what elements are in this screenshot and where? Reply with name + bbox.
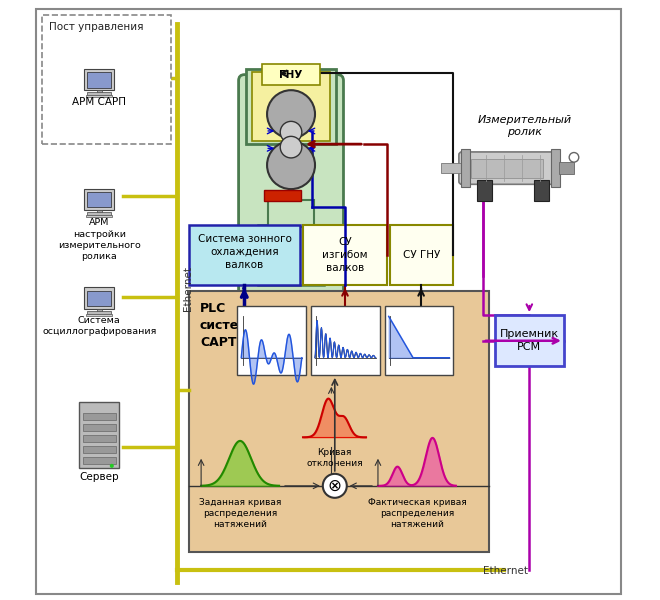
Text: СУ ГНУ: СУ ГНУ xyxy=(403,250,440,260)
FancyBboxPatch shape xyxy=(268,200,314,227)
FancyBboxPatch shape xyxy=(86,215,112,217)
FancyBboxPatch shape xyxy=(96,308,102,311)
FancyBboxPatch shape xyxy=(471,158,543,178)
FancyBboxPatch shape xyxy=(42,15,171,144)
FancyBboxPatch shape xyxy=(87,212,111,215)
FancyBboxPatch shape xyxy=(84,68,114,90)
Circle shape xyxy=(323,474,346,498)
Text: Сервер: Сервер xyxy=(79,472,119,482)
FancyBboxPatch shape xyxy=(84,188,114,210)
Text: Измерительный
ролик: Измерительный ролик xyxy=(478,115,572,137)
FancyBboxPatch shape xyxy=(534,180,549,201)
Text: Фактическая кривая
распределения
натяжений: Фактическая кривая распределения натяжен… xyxy=(368,498,467,529)
FancyBboxPatch shape xyxy=(189,291,489,552)
Text: Кривая
отклонения: Кривая отклонения xyxy=(306,448,363,468)
FancyBboxPatch shape xyxy=(264,190,301,201)
Circle shape xyxy=(267,141,315,189)
FancyBboxPatch shape xyxy=(83,457,115,464)
FancyBboxPatch shape xyxy=(83,435,115,442)
FancyBboxPatch shape xyxy=(258,225,324,285)
FancyBboxPatch shape xyxy=(495,315,564,366)
FancyBboxPatch shape xyxy=(461,149,471,187)
Circle shape xyxy=(267,90,315,138)
FancyBboxPatch shape xyxy=(96,90,102,93)
FancyBboxPatch shape xyxy=(83,446,115,453)
Text: Система
осциллографирования: Система осциллографирования xyxy=(42,316,156,336)
Text: ГНУ: ГНУ xyxy=(279,70,303,80)
FancyBboxPatch shape xyxy=(559,162,574,174)
FancyBboxPatch shape xyxy=(87,291,111,307)
Text: Ethernet: Ethernet xyxy=(183,266,193,311)
FancyBboxPatch shape xyxy=(441,163,464,173)
Text: Приемник
РСМ: Приемник РСМ xyxy=(500,329,559,352)
Text: Заданная кривая
распределения
натяжений: Заданная кривая распределения натяжений xyxy=(199,498,281,529)
FancyBboxPatch shape xyxy=(189,225,300,285)
FancyBboxPatch shape xyxy=(238,74,343,296)
Text: СУ
изгибом
валков: СУ изгибом валков xyxy=(322,237,368,273)
FancyBboxPatch shape xyxy=(87,311,111,314)
Circle shape xyxy=(110,464,114,468)
Text: АРМ САРП: АРМ САРП xyxy=(72,97,126,107)
FancyBboxPatch shape xyxy=(87,92,111,95)
FancyBboxPatch shape xyxy=(83,413,115,420)
Text: Ethernet: Ethernet xyxy=(483,566,528,576)
FancyBboxPatch shape xyxy=(246,69,336,144)
FancyBboxPatch shape xyxy=(303,225,387,285)
Text: ⊗: ⊗ xyxy=(328,477,342,495)
FancyBboxPatch shape xyxy=(87,192,111,208)
Circle shape xyxy=(280,136,302,158)
FancyBboxPatch shape xyxy=(96,209,102,212)
FancyBboxPatch shape xyxy=(86,314,112,316)
FancyBboxPatch shape xyxy=(84,287,114,309)
FancyBboxPatch shape xyxy=(477,180,492,201)
FancyBboxPatch shape xyxy=(252,72,330,141)
Text: Пост управления: Пост управления xyxy=(50,22,144,32)
FancyBboxPatch shape xyxy=(237,306,306,375)
Text: Система зонного
охлаждения
валков: Система зонного охлаждения валков xyxy=(197,234,292,270)
Circle shape xyxy=(280,121,302,143)
FancyBboxPatch shape xyxy=(79,403,119,468)
FancyBboxPatch shape xyxy=(83,424,115,431)
Text: АРМ
настройки
измерительного
ролика: АРМ настройки измерительного ролика xyxy=(58,218,141,261)
FancyBboxPatch shape xyxy=(390,225,453,285)
FancyBboxPatch shape xyxy=(459,152,558,184)
Text: PLC
системы
САРТ: PLC системы САРТ xyxy=(200,302,261,349)
FancyBboxPatch shape xyxy=(550,149,560,187)
FancyBboxPatch shape xyxy=(385,306,453,375)
FancyBboxPatch shape xyxy=(86,95,112,97)
FancyBboxPatch shape xyxy=(87,72,111,88)
FancyBboxPatch shape xyxy=(262,64,320,85)
FancyBboxPatch shape xyxy=(311,306,379,375)
